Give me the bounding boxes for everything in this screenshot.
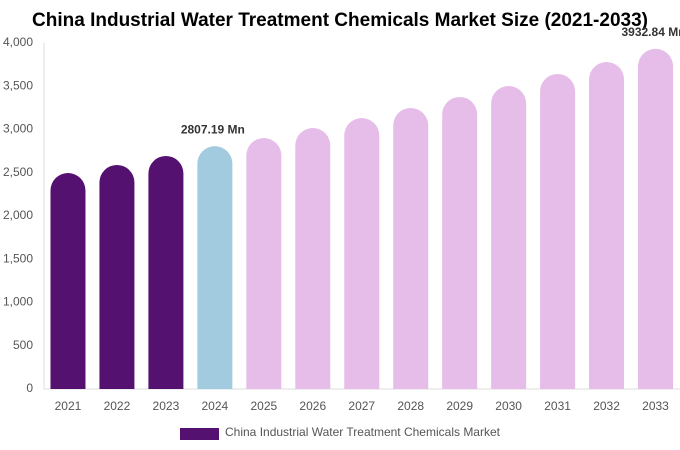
chart-title: China Industrial Water Treatment Chemica… — [32, 10, 648, 31]
y-tick-label: 2,500 — [3, 165, 33, 179]
x-tick-label: 2022 — [104, 399, 131, 413]
value-label: 2807.19 Mn — [181, 122, 245, 136]
y-tick-label: 1,000 — [3, 295, 33, 309]
y-tick-label: 1,500 — [3, 251, 33, 265]
x-tick-label: 2030 — [495, 399, 522, 413]
x-tick-label: 2027 — [348, 399, 375, 413]
x-tick-label: 2031 — [544, 399, 571, 413]
bar — [540, 73, 576, 389]
x-tick-label: 2032 — [593, 399, 620, 413]
legend-label: China Industrial Water Treatment Chemica… — [225, 425, 501, 439]
y-tick-label: 500 — [13, 338, 33, 352]
x-tick-label: 2025 — [250, 399, 277, 413]
bar — [491, 85, 527, 390]
bar — [197, 146, 233, 389]
y-tick-label: 2,000 — [3, 208, 33, 222]
x-tick-label: 2033 — [642, 399, 669, 413]
bar — [99, 164, 135, 389]
bar — [638, 48, 674, 390]
x-tick-label: 2029 — [446, 399, 473, 413]
bar — [344, 117, 380, 390]
bar — [148, 155, 184, 389]
x-tick-label: 2023 — [153, 399, 180, 413]
x-tick-label: 2028 — [397, 399, 424, 413]
x-tick-label: 2024 — [202, 399, 229, 413]
bar — [50, 173, 86, 389]
value-label: 3932.84 Mn — [621, 25, 680, 39]
bar — [393, 107, 429, 390]
x-tick-label: 2021 — [55, 399, 82, 413]
y-tick-label: 4,000 — [3, 35, 33, 49]
bar — [295, 128, 331, 390]
bar — [589, 62, 625, 389]
bar — [442, 96, 478, 389]
x-tick-label: 2026 — [299, 399, 326, 413]
y-tick-label: 0 — [26, 381, 33, 395]
bar — [246, 137, 282, 389]
y-tick-label: 3,000 — [3, 122, 33, 136]
y-tick-label: 3,500 — [3, 78, 33, 92]
legend-swatch — [180, 428, 219, 440]
